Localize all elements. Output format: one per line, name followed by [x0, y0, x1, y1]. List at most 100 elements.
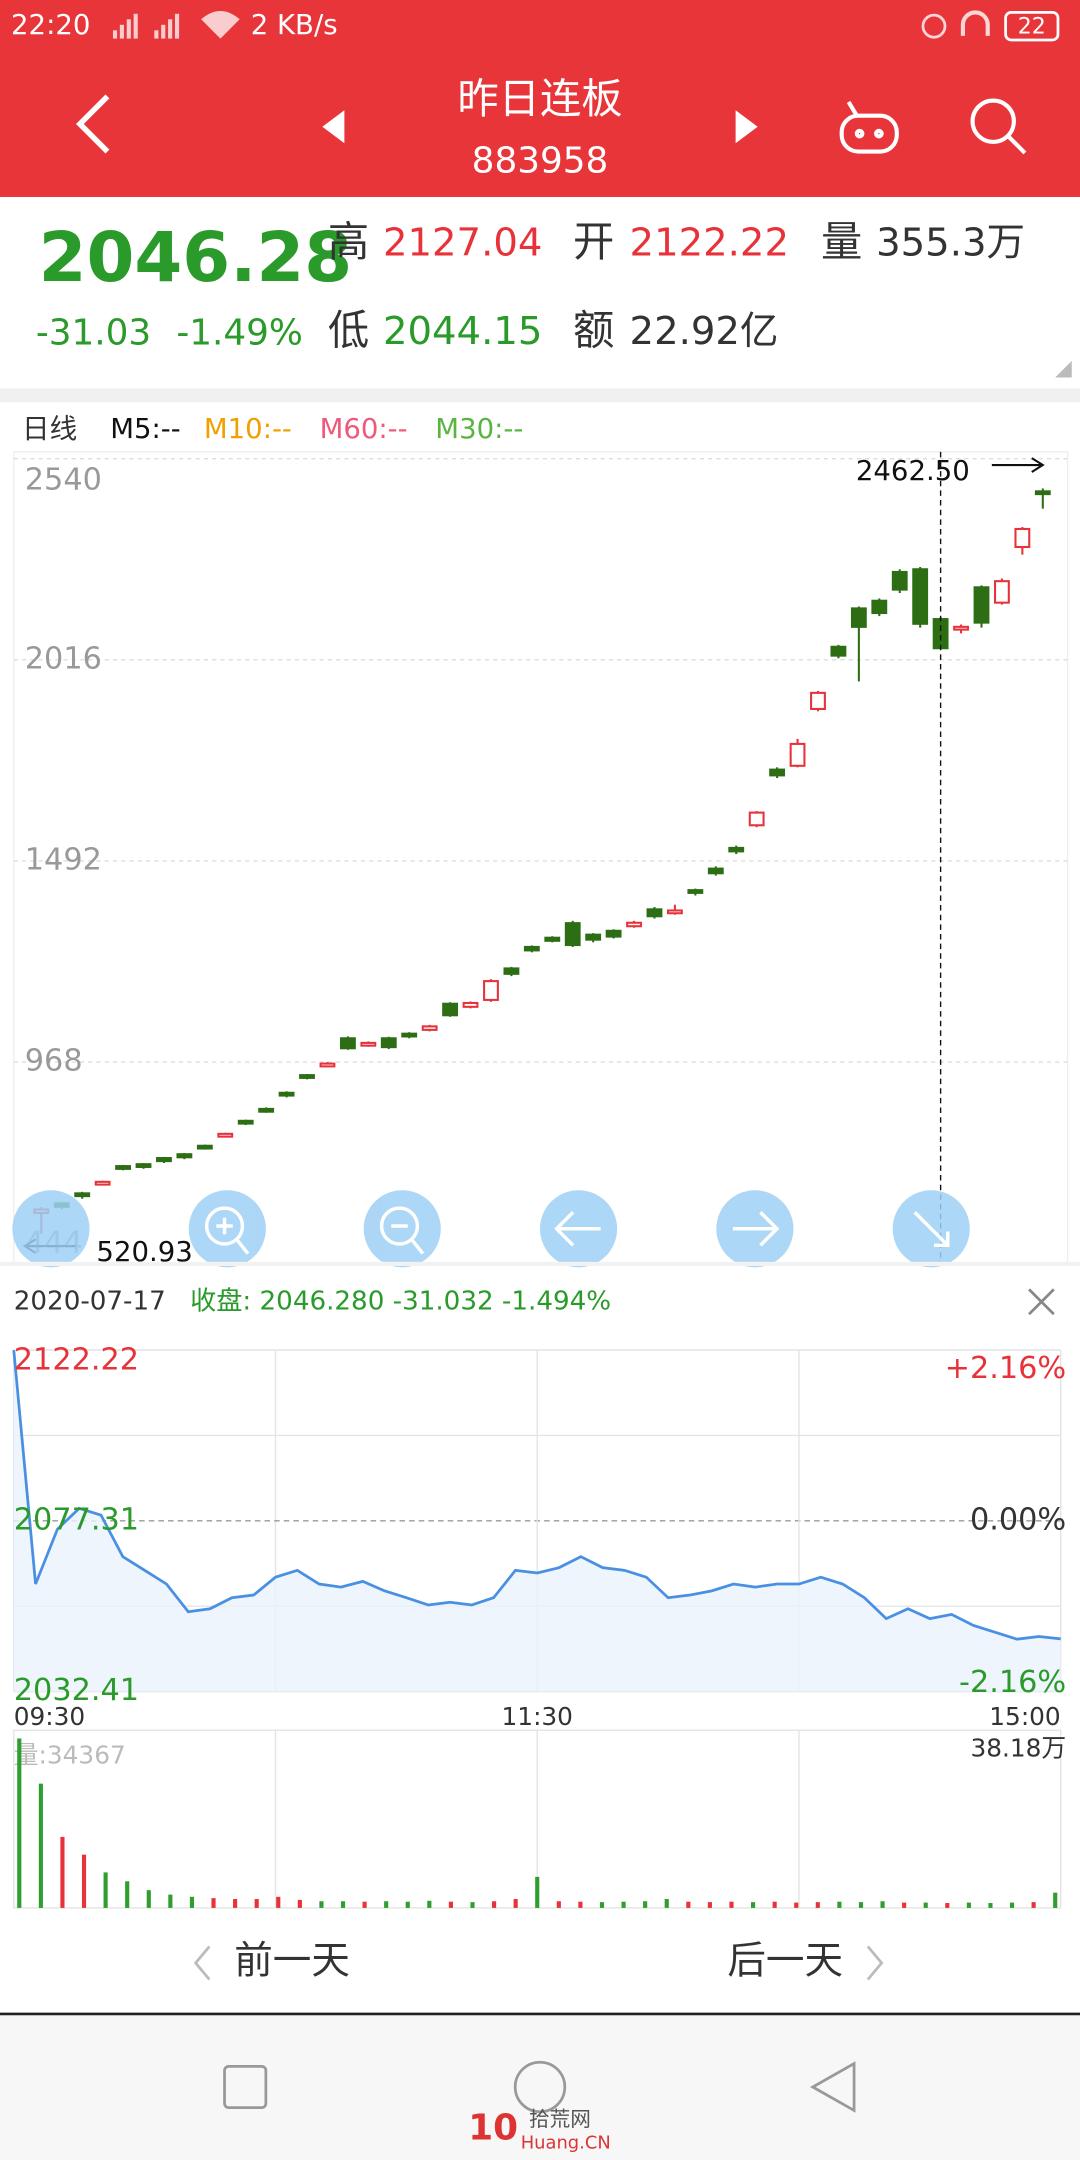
volume-bar — [427, 1900, 432, 1908]
back-nav-button[interactable] — [809, 2061, 856, 2113]
candle-body — [728, 846, 745, 853]
separator — [0, 388, 1080, 403]
amount: 22.92亿 — [630, 309, 779, 354]
search-button[interactable] — [970, 98, 1027, 155]
candle-body — [1034, 490, 1051, 496]
candle-body — [339, 1037, 356, 1050]
volume-bar — [513, 1899, 518, 1908]
candle-body — [135, 1163, 152, 1168]
candle-body — [748, 811, 765, 827]
candle-body — [707, 867, 724, 875]
candle-body — [585, 933, 602, 941]
candle-body — [503, 967, 520, 975]
legend-m60: M60:-- — [320, 413, 408, 445]
info-date: 2020-07-17 — [14, 1286, 166, 1316]
prev-chevron — [193, 1945, 211, 1981]
close-button[interactable] — [1028, 1288, 1055, 1316]
candle-body — [932, 618, 949, 650]
volume-bar — [233, 1899, 238, 1908]
candle-body — [830, 645, 847, 657]
candle-body — [769, 768, 786, 777]
volume-bar — [276, 1896, 281, 1908]
zoom-in-button[interactable] — [188, 1190, 266, 1268]
candle-body — [646, 908, 663, 918]
next-day-button[interactable]: 后一天 — [727, 1939, 843, 1984]
volume-bar — [189, 1896, 195, 1908]
back-button[interactable] — [76, 94, 110, 154]
candle-body — [626, 921, 642, 928]
alarm-icon — [921, 13, 947, 39]
candle-body — [74, 1192, 91, 1198]
volume-bar — [81, 1854, 87, 1908]
volume-bar — [492, 1901, 497, 1908]
extreme-label: 2462.50 — [856, 455, 970, 487]
prev-index-button[interactable] — [322, 110, 345, 144]
candle-body — [94, 1180, 111, 1186]
volume-bar — [103, 1872, 108, 1908]
intraday-chart: 2122.22 2077.31 2032.41 +2.16% 0.00% -2.16% 09… — [12, 1343, 1067, 1731]
status-speed: 2 KB/s — [251, 9, 338, 41]
volume-bar — [966, 1902, 971, 1908]
volume-bar — [384, 1901, 389, 1908]
volume-bar — [945, 1903, 950, 1908]
battery-level: 22 — [1018, 15, 1046, 40]
home-button[interactable] — [513, 2060, 567, 2114]
candle-body — [871, 599, 888, 615]
prev-day-button[interactable]: 前一天 — [234, 1939, 350, 1984]
next-chevron — [866, 1945, 884, 1981]
legend-m30: M30:-- — [435, 413, 523, 445]
zoom-out-button[interactable] — [363, 1190, 441, 1268]
price: 2046.28 — [39, 218, 353, 298]
y-tick-label: 2032.41 — [14, 1673, 139, 1708]
y-tick-label: 38.18万 — [970, 1733, 1066, 1762]
info-close: 收盘: 2046.280 -31.032 -1.494% — [190, 1286, 611, 1316]
change-pct: -1.49% — [176, 313, 303, 354]
volume-bar — [664, 1899, 669, 1908]
volume-bar — [858, 1902, 864, 1908]
volume-title: 量:34367 — [14, 1740, 126, 1769]
candle-body — [850, 607, 867, 628]
candle-body — [196, 1144, 213, 1150]
volume-label: 量 — [821, 218, 862, 266]
robot-button[interactable] — [839, 100, 899, 154]
legend-m5: M5:-- — [110, 413, 180, 445]
candle-body — [666, 909, 683, 915]
volume-bar — [211, 1898, 216, 1908]
candle-body — [237, 1119, 254, 1125]
recents-button[interactable] — [223, 2064, 268, 2110]
volume-bar — [707, 1902, 712, 1908]
y-tick-label: 2540 — [25, 462, 102, 497]
candle-body — [483, 980, 499, 1001]
next-index-button[interactable] — [735, 110, 758, 144]
candle-body — [278, 1091, 295, 1097]
y-tick-label: 2016 — [25, 641, 102, 676]
volume-bar — [621, 1901, 626, 1908]
volume-bar — [1031, 1902, 1036, 1908]
volume-bar — [1053, 1892, 1058, 1908]
open-label: 开 — [573, 218, 614, 266]
volume-bar — [880, 1901, 885, 1908]
candle-body — [564, 922, 581, 947]
legend-m10: M10:-- — [204, 413, 292, 445]
high: 2127.04 — [383, 221, 542, 266]
low-label: 低 — [328, 306, 369, 354]
candle-body — [912, 568, 929, 625]
headset-icon — [960, 10, 990, 36]
signal-icons — [112, 11, 240, 39]
volume-bar — [794, 1902, 799, 1908]
y2-tick-label: +2.16% — [945, 1351, 1067, 1386]
y2-tick-label: -2.16% — [959, 1665, 1066, 1700]
volume-bar — [1009, 1902, 1015, 1908]
battery-icon — [1004, 11, 1060, 42]
x-tick-label: 09:30 — [14, 1702, 85, 1731]
rewind-button[interactable] — [12, 1190, 90, 1268]
volume-bar — [643, 1901, 648, 1908]
candle-body — [115, 1165, 132, 1170]
candle-body — [360, 1041, 377, 1047]
candle-body — [810, 691, 826, 711]
candle-body — [605, 929, 622, 938]
price-area — [13, 1350, 1061, 1692]
y-tick-label: 968 — [25, 1044, 83, 1079]
